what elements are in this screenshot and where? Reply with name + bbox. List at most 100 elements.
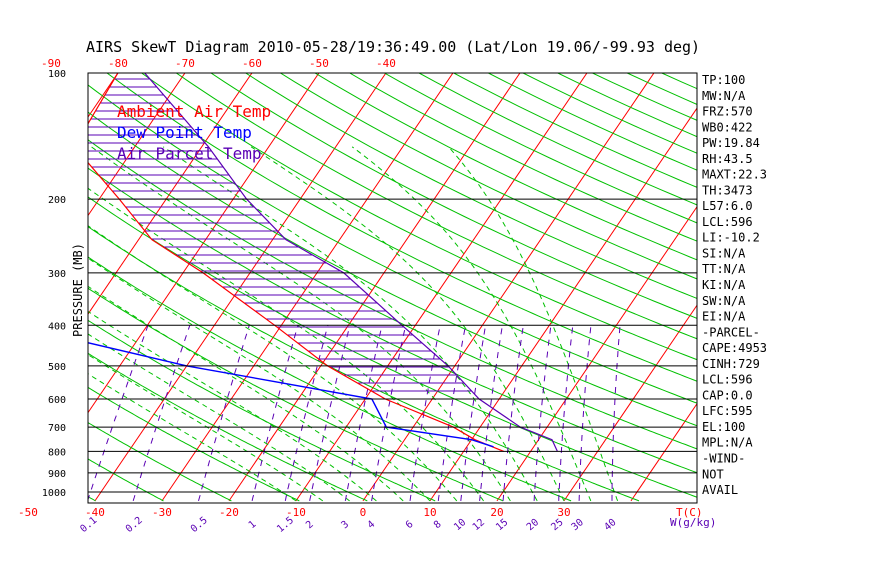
index-line: -WIND- xyxy=(702,451,745,465)
dry-adiabat-line xyxy=(266,64,870,501)
dry-adiabat-line xyxy=(0,64,571,501)
legend-ambient-temp: Ambient Air Temp xyxy=(117,102,271,121)
legend-parcel-temp: Air Parcel Temp xyxy=(117,144,262,163)
mixing-ratio-tick-label: 4 xyxy=(366,519,378,531)
dry-adiabat-line xyxy=(197,64,870,501)
index-line: LFC:595 xyxy=(702,404,753,418)
bottom-temp-tick-label: -40 xyxy=(85,506,105,519)
pressure-tick-label: 600 xyxy=(48,395,66,406)
mixing-ratio-tick-label: 2 xyxy=(304,519,316,531)
mixing-ratio-line xyxy=(579,325,591,501)
index-line: LCL:596 xyxy=(702,373,753,387)
index-line: MAXT:22.3 xyxy=(702,168,767,182)
dry-adiabat-line xyxy=(744,64,870,501)
dry-adiabat-line xyxy=(847,64,870,501)
mixing-ratio-tick-label: 15 xyxy=(494,517,510,533)
dry-adiabat-line xyxy=(812,64,870,501)
mixing-ratio-tick-label: 12 xyxy=(471,517,487,533)
mixing-ratio-line xyxy=(88,325,149,501)
pressure-tick-label: 1000 xyxy=(42,488,66,499)
index-line: MW:N/A xyxy=(702,89,746,103)
mixing-ratio-tick-label: 20 xyxy=(525,517,541,533)
index-line: FRZ:570 xyxy=(702,105,753,119)
index-line: TT:N/A xyxy=(702,262,746,276)
index-line: SI:N/A xyxy=(702,246,746,260)
legend: Ambient Air Temp Dew Point Temp Air Parc… xyxy=(117,102,271,163)
dry-adiabat-line xyxy=(0,64,28,501)
index-line: MPL:N/A xyxy=(702,436,753,450)
index-line: SW:N/A xyxy=(702,294,746,308)
pressure-tick-label: 700 xyxy=(48,423,66,434)
pressure-tick-label: 800 xyxy=(48,447,66,458)
dry-adiabat-line xyxy=(300,64,870,501)
index-line: KI:N/A xyxy=(702,278,746,292)
index-line: AVAIL xyxy=(702,483,738,497)
isotherm-line xyxy=(430,64,727,501)
index-line: RH:43.5 xyxy=(702,152,753,166)
mixing-ratio-line xyxy=(534,325,551,501)
mixing-ratio-line xyxy=(199,325,250,501)
pressure-tick-label: 500 xyxy=(48,362,66,373)
mixing-ratio-tick-label: 1 xyxy=(247,519,259,531)
isotherm-line xyxy=(765,64,870,501)
bottom-temp-tick-label: 20 xyxy=(490,506,503,519)
pressure-tick-label: 900 xyxy=(48,469,66,480)
dry-adiabat-line xyxy=(436,64,870,501)
index-line: TP:100 xyxy=(702,73,745,87)
mixing-ratio-tick-label: 6 xyxy=(404,519,416,531)
top-temp-tick-label: -70 xyxy=(175,57,195,70)
index-line: NOT xyxy=(702,467,724,481)
mixing-ratio-tick-label: 30 xyxy=(570,517,586,533)
index-line: EL:100 xyxy=(702,420,745,434)
dry-adiabat-line xyxy=(163,64,870,501)
mixing-ratio-tick-label: 10 xyxy=(452,517,468,533)
index-line: LI:-10.2 xyxy=(702,231,760,245)
mixing-ratio-line xyxy=(310,325,350,501)
legend-dew-point: Dew Point Temp xyxy=(117,123,252,142)
index-line: PW:19.84 xyxy=(702,136,760,150)
dry-adiabat-line xyxy=(505,64,870,501)
mixing-ratio-tick-label: 0.2 xyxy=(124,515,145,535)
bottom-temp-tick-label: -20 xyxy=(219,506,239,519)
index-line: -PARCEL- xyxy=(702,325,760,339)
pressure-tick-label: 100 xyxy=(48,69,66,80)
bottom-temp-tick-label: 30 xyxy=(557,506,570,519)
mixing-ratio-tick-label: 0.5 xyxy=(189,515,210,535)
pressure-tick-label: 300 xyxy=(48,269,66,280)
top-temp-tick-label: -80 xyxy=(108,57,128,70)
y-axis-label: PRESSURE (MB) xyxy=(71,243,85,337)
top-temp-tick-label: -50 xyxy=(309,57,329,70)
index-line: WB0:422 xyxy=(702,120,753,134)
bottom-temp-tick-label: 10 xyxy=(423,506,436,519)
index-line: CAPE:4953 xyxy=(702,341,767,355)
moist-adiabat-line xyxy=(91,147,510,501)
pressure-tick-label: 400 xyxy=(48,321,66,332)
mixing-ratio-tick-label: 40 xyxy=(602,517,618,533)
bottom-temp-tick-label: 0 xyxy=(360,506,367,519)
mixing-ratio-tick-label: 25 xyxy=(549,517,565,533)
top-temp-tick-label: -90 xyxy=(41,57,61,70)
dry-adiabat-line xyxy=(471,64,870,501)
top-temp-tick-label: -60 xyxy=(242,57,262,70)
axis-ticks: -120-110-100-90-80-70-60-50-40-50-40-30-… xyxy=(0,57,619,535)
isotherm-line xyxy=(0,64,57,501)
chart-title: AIRS SkewT Diagram 2010-05-28/19:36:49.0… xyxy=(86,38,700,56)
isotherm-line xyxy=(0,64,124,501)
top-temp-tick-label: -40 xyxy=(376,57,396,70)
index-line: CINH:729 xyxy=(702,357,760,371)
mixing-ratio-line xyxy=(612,325,620,501)
index-line: TH:3473 xyxy=(702,183,753,197)
index-line: CAP:0.0 xyxy=(702,388,753,402)
index-line: LCL:596 xyxy=(702,215,753,229)
dry-adiabat-line xyxy=(231,64,870,501)
dry-adiabat-line xyxy=(402,64,870,501)
pressure-tick-label: 200 xyxy=(48,195,66,206)
mixing-ratio-unit-label: W(g/kg) xyxy=(670,516,716,529)
mixing-ratio-tick-label: 3 xyxy=(340,519,352,531)
mixing-ratio-tick-label: 8 xyxy=(432,519,444,531)
mixing-ratio-line xyxy=(285,325,328,501)
index-line: L57:6.0 xyxy=(702,199,753,213)
